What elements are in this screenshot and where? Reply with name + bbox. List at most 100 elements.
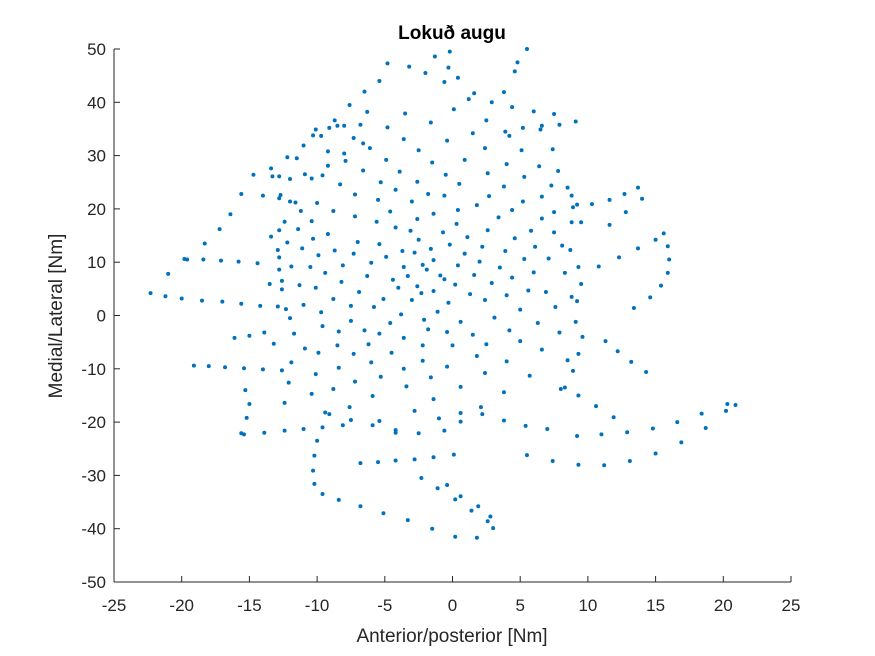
data-point	[558, 387, 563, 392]
data-point	[611, 415, 616, 420]
data-point	[319, 310, 324, 315]
data-point	[531, 270, 536, 275]
data-point	[480, 412, 485, 417]
data-point	[594, 404, 599, 409]
data-point	[285, 240, 290, 245]
data-point	[325, 163, 330, 168]
data-point	[297, 283, 302, 288]
data-point	[258, 303, 263, 308]
data-point	[390, 277, 395, 282]
data-point	[667, 257, 672, 262]
data-point	[438, 273, 443, 278]
data-point	[218, 258, 223, 263]
data-point	[484, 342, 489, 347]
data-point	[510, 275, 515, 280]
data-point	[596, 264, 601, 269]
data-point	[552, 112, 557, 117]
data-point	[243, 388, 248, 393]
data-points	[148, 47, 738, 540]
data-point	[565, 185, 570, 190]
data-point	[302, 172, 307, 177]
data-point	[725, 401, 730, 406]
data-point	[503, 129, 508, 134]
data-point	[361, 168, 366, 173]
data-point	[501, 184, 506, 189]
data-point	[361, 141, 366, 146]
data-point	[724, 408, 729, 413]
data-point	[446, 300, 451, 305]
data-point	[472, 91, 477, 96]
data-point	[282, 219, 287, 224]
data-point	[603, 339, 608, 344]
data-point	[458, 494, 463, 499]
data-point	[455, 75, 460, 80]
data-point	[507, 133, 512, 138]
data-point	[575, 433, 580, 438]
data-point	[312, 453, 317, 458]
data-point	[405, 274, 410, 279]
data-point	[320, 324, 325, 329]
data-point	[288, 316, 293, 321]
data-point	[336, 329, 341, 334]
data-point	[733, 403, 738, 408]
data-point	[353, 379, 358, 384]
data-point	[703, 425, 708, 430]
data-point	[565, 358, 570, 363]
data-point	[316, 350, 321, 355]
data-point	[279, 287, 284, 292]
data-point	[665, 270, 670, 275]
y-tick-label: 0	[97, 307, 106, 326]
data-point	[202, 241, 207, 246]
data-point	[311, 236, 316, 241]
data-point	[545, 427, 550, 432]
data-point	[426, 191, 431, 196]
data-point	[424, 267, 429, 272]
data-point	[362, 328, 367, 333]
data-point	[435, 486, 440, 491]
data-point	[607, 197, 612, 202]
data-point	[615, 349, 620, 354]
data-point	[426, 327, 431, 332]
data-point	[267, 282, 272, 287]
data-point	[420, 343, 425, 348]
data-point	[428, 120, 433, 125]
data-point	[458, 384, 463, 389]
data-point	[283, 307, 288, 312]
data-point	[342, 123, 347, 128]
data-point	[474, 535, 479, 540]
data-point	[573, 119, 578, 124]
data-point	[653, 451, 658, 456]
data-point	[320, 173, 325, 178]
data-point	[315, 438, 320, 443]
data-point	[292, 331, 297, 336]
data-point	[489, 280, 494, 285]
data-point	[445, 138, 450, 143]
data-point	[539, 216, 544, 221]
data-point	[315, 201, 320, 206]
data-point	[472, 272, 477, 277]
y-tick-label: 40	[87, 93, 106, 112]
data-point	[518, 307, 523, 312]
data-point	[351, 351, 356, 356]
data-point	[293, 200, 298, 205]
y-tick-label: -20	[81, 413, 106, 432]
x-tick-label: 10	[578, 596, 597, 615]
x-tick-label: -10	[305, 596, 330, 615]
data-point	[501, 418, 506, 423]
data-point	[278, 193, 283, 198]
data-point	[244, 415, 249, 420]
data-point	[462, 251, 467, 256]
data-point	[388, 320, 393, 325]
data-point	[384, 254, 389, 259]
data-point	[405, 518, 410, 523]
axes: -25 -20 -15 -10 -5 0 5 10 15 20 25-50-40-30-20-100…	[81, 40, 800, 615]
data-point	[447, 242, 452, 247]
data-point	[401, 265, 406, 269]
data-point	[347, 102, 352, 107]
data-point	[520, 125, 525, 130]
data-point	[457, 181, 462, 186]
data-point	[332, 248, 337, 253]
data-point	[599, 432, 604, 437]
data-point	[289, 360, 294, 365]
